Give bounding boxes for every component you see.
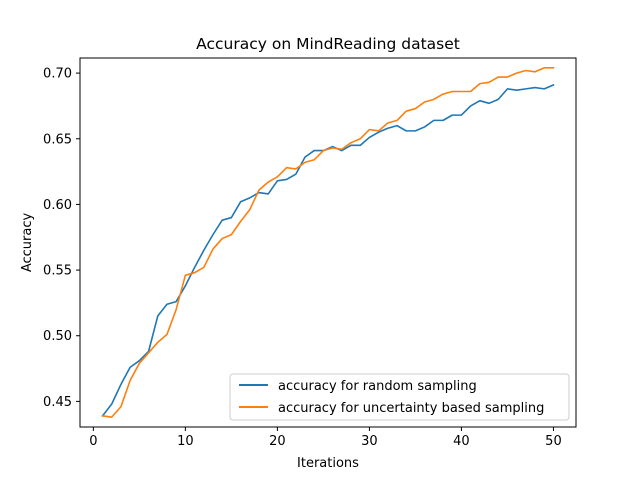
x-tick-label: 10 — [177, 434, 194, 449]
legend-box — [229, 373, 570, 421]
y-tick-label: 0.55 — [43, 264, 72, 279]
x-axis-label: Iterations — [297, 456, 359, 471]
series-layer — [101, 67, 555, 418]
plot-background — [80, 58, 576, 427]
series-line-uncertainty — [101, 67, 555, 418]
x-tick-label: 0 — [89, 434, 97, 449]
y-tick-label: 0.70 — [43, 67, 72, 82]
y-tick-label: 0.50 — [43, 329, 72, 344]
x-tick-label: 50 — [545, 434, 562, 449]
x-tick-label: 40 — [453, 434, 470, 449]
x-tick-label: 20 — [269, 434, 286, 449]
legend-label-random: accuracy for random sampling — [278, 379, 477, 394]
y-axis-ticks: 0.45 0.50 0.55 0.60 0.65 0.70 — [43, 67, 80, 410]
legend: accuracy for random sampling accuracy fo… — [229, 373, 570, 421]
y-tick-label: 0.65 — [43, 132, 72, 147]
x-axis-ticks: 0 10 20 30 40 50 — [89, 427, 562, 449]
plot-frame — [79, 57, 577, 428]
chart-title: Accuracy on MindReading dataset — [196, 35, 460, 53]
y-tick-label: 0.60 — [43, 198, 72, 213]
x-tick-label: 30 — [361, 434, 378, 449]
y-axis-label: Accuracy — [20, 213, 35, 273]
legend-label-uncertainty: accuracy for uncertainty based sampling — [278, 401, 544, 416]
y-tick-label: 0.45 — [43, 395, 72, 410]
plot-area — [80, 58, 576, 427]
